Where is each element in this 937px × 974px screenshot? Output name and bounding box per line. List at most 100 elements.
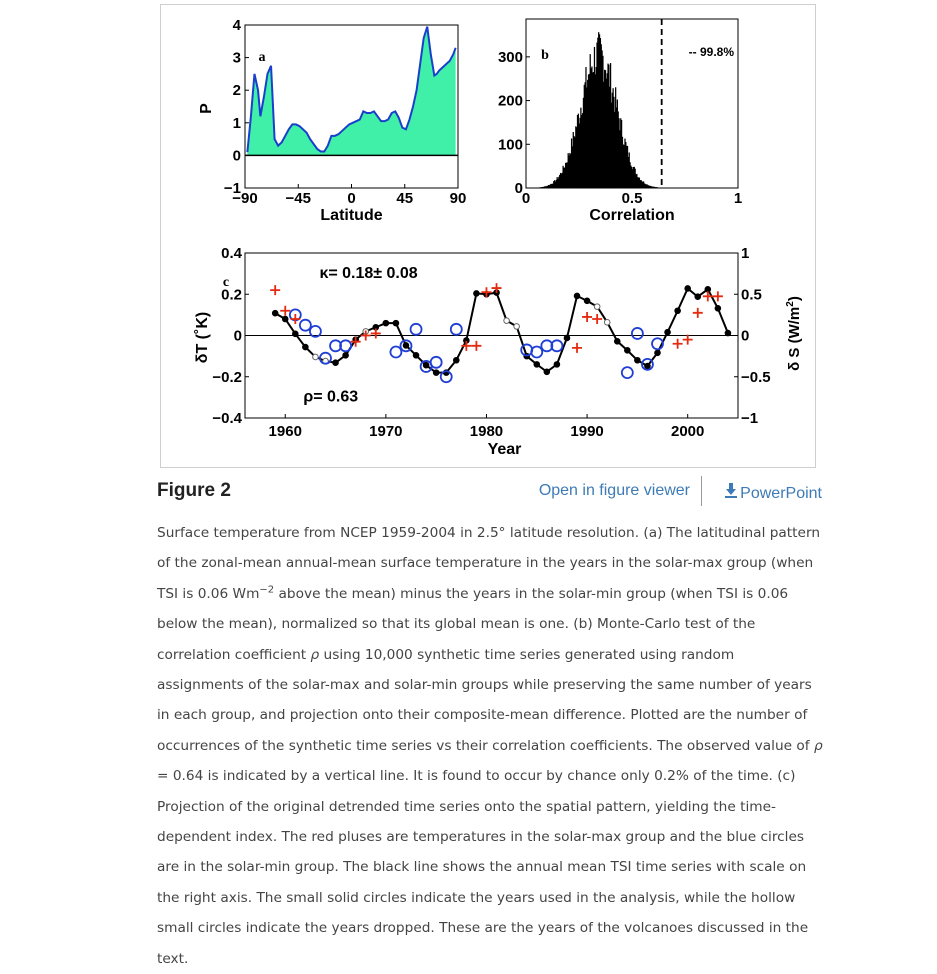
panel-c-xtick-label: 2000 bbox=[671, 423, 704, 440]
panel-c-tsi-point bbox=[383, 320, 389, 326]
panel-c-ytick-right-label: −0.5 bbox=[741, 369, 771, 386]
powerpoint-link[interactable]: PowerPoint bbox=[724, 482, 822, 503]
panel-c-solar-max-plus bbox=[361, 331, 371, 341]
panel-c-tsi-point bbox=[474, 291, 480, 297]
panel-c-tsi-point bbox=[554, 362, 560, 368]
panel-a-ylabel: P bbox=[198, 103, 215, 114]
panel-c-solar-max-plus bbox=[290, 314, 300, 324]
panel-a-xlabel: Latitude bbox=[320, 207, 382, 224]
panel-c-tsi-point bbox=[282, 316, 288, 322]
panel-c-solar-max-plus bbox=[471, 341, 481, 351]
panel-c-tsi-point bbox=[695, 294, 701, 300]
panel-c-solar-max-plus bbox=[270, 285, 280, 295]
panel-c-tsi-point bbox=[685, 286, 691, 292]
panel-c-solar-max-plus bbox=[592, 314, 602, 324]
panel-c-rho-annotation: ρ= 0.63 bbox=[303, 389, 358, 406]
panel-c-tsi-point bbox=[343, 353, 349, 359]
panel-c-tsi-hollow-point bbox=[313, 354, 319, 360]
panel-b-annotation: b bbox=[541, 48, 549, 63]
panel-c-tsi-point bbox=[293, 331, 299, 337]
panel-b-legend: -- 99.8% bbox=[689, 45, 735, 59]
panel-c-tsi-point bbox=[423, 362, 429, 368]
panel-c-tsi-point bbox=[614, 338, 620, 344]
panel-a-ytick-label: 0 bbox=[233, 147, 241, 164]
panel-c-tsi-point bbox=[645, 363, 651, 369]
download-icon bbox=[724, 482, 738, 503]
panel-c-tsi-hollow-point bbox=[594, 304, 600, 310]
panel-c-annotation: c bbox=[223, 275, 229, 290]
header-separator bbox=[701, 476, 702, 506]
open-figure-viewer-link[interactable]: Open in figure viewer bbox=[539, 482, 690, 500]
panel-c-tsi-point bbox=[403, 343, 409, 349]
panel-c-tsi-point bbox=[635, 357, 641, 363]
panel-a-ytick-label: 1 bbox=[233, 115, 241, 132]
panel-c-tsi-point bbox=[715, 305, 721, 311]
panel-c-tsi-point bbox=[433, 370, 439, 376]
panel-c-tsi-point bbox=[413, 353, 419, 359]
panel-c-solar-max-plus bbox=[492, 283, 502, 293]
panel-c-xtick-label: 1960 bbox=[269, 423, 302, 440]
panel-c-tsi-point bbox=[655, 350, 661, 356]
figure-header: Figure 2 Open in figure viewer PowerPoin… bbox=[157, 476, 824, 508]
panel-b-xlabel: Correlation bbox=[589, 207, 674, 224]
panel-c-ytick-label: −0.2 bbox=[212, 369, 242, 386]
panel-c-xlabel: Year bbox=[488, 441, 522, 458]
panel-c-xtick-label: 1970 bbox=[369, 423, 402, 440]
panel-c-xtick-label: 1980 bbox=[470, 423, 503, 440]
panel-c-tsi-point bbox=[303, 344, 309, 350]
panel-c-solar-max-plus bbox=[481, 287, 491, 297]
panel-c-ytick-label: 0.4 bbox=[221, 245, 243, 262]
panel-b-ytick-label: 200 bbox=[498, 93, 523, 110]
panel-c-solar-min-circle bbox=[632, 328, 643, 339]
panel-c-solar-max-plus bbox=[582, 312, 592, 322]
panel-c-solar-max-plus bbox=[280, 306, 290, 316]
panel-c-tsi-point bbox=[333, 360, 339, 366]
panel-c-tsi-hollow-point bbox=[604, 320, 610, 326]
panel-a-area-fill bbox=[247, 27, 455, 156]
panel-a-xtick-label: 0 bbox=[347, 190, 355, 207]
panel-c-tsi-hollow-point bbox=[504, 318, 510, 324]
panel-c-solar-min-circle bbox=[411, 324, 422, 335]
panel-b-xtick-label: 0.5 bbox=[622, 190, 643, 207]
panel-c-ytick-label: −0.4 bbox=[212, 410, 242, 427]
panel-c-solar-min-circle bbox=[531, 347, 542, 358]
panel-c-ylabel-right: δ S (W/m2) bbox=[785, 296, 803, 371]
panel-c-xtick-label: 1990 bbox=[570, 423, 603, 440]
panel-a-xtick-label: 90 bbox=[450, 190, 467, 207]
panel-c-tsi-point bbox=[705, 287, 711, 293]
panel-c-solar-max-plus bbox=[683, 335, 693, 345]
panel-a-ytick-label: 2 bbox=[233, 82, 241, 99]
panel-a-ytick-label: 3 bbox=[233, 50, 241, 67]
panel-c-solar-min-circle bbox=[390, 347, 401, 358]
panel-c-solar-max-plus bbox=[572, 343, 582, 353]
panel-c-tsi-point bbox=[584, 298, 590, 304]
panel-c-tsi-line bbox=[275, 288, 728, 372]
panel-a-xtick-label: 45 bbox=[396, 190, 413, 207]
panel-c-ytick-right-label: 1 bbox=[741, 245, 749, 262]
figure-title: Figure 2 bbox=[157, 480, 231, 502]
panel-b-xtick-label: 0 bbox=[522, 190, 530, 207]
panel-b-ytick-label: 300 bbox=[498, 49, 523, 66]
panel-c-solar-min-circle bbox=[451, 324, 462, 335]
panel-c-tsi-point bbox=[453, 357, 459, 363]
panel-a-xtick-label: −45 bbox=[286, 190, 311, 207]
panel-c-ylabel: δT (˚K) bbox=[194, 312, 211, 363]
panel-c-solar-min-circle bbox=[300, 320, 311, 331]
panel-c-ytick-right-label: 0 bbox=[741, 328, 749, 345]
panel-c-kappa-annotation: κ= 0.18± 0.08 bbox=[319, 265, 417, 282]
panel-c-ytick-right-label: −1 bbox=[741, 410, 758, 427]
panel-c-tsi-hollow-point bbox=[514, 324, 520, 330]
panel-c-ytick-label: 0 bbox=[234, 328, 242, 345]
panel-c-solar-max-plus bbox=[693, 308, 703, 318]
panel-b-ytick-label: 100 bbox=[498, 136, 523, 153]
panel-c-tsi-point bbox=[574, 293, 580, 299]
panel-c-tsi-point bbox=[564, 335, 570, 341]
panel-c-ytick-right-label: 0.5 bbox=[741, 286, 762, 303]
panel-a-xtick-label: −90 bbox=[232, 190, 257, 207]
panel-c-tsi-point bbox=[625, 348, 631, 354]
